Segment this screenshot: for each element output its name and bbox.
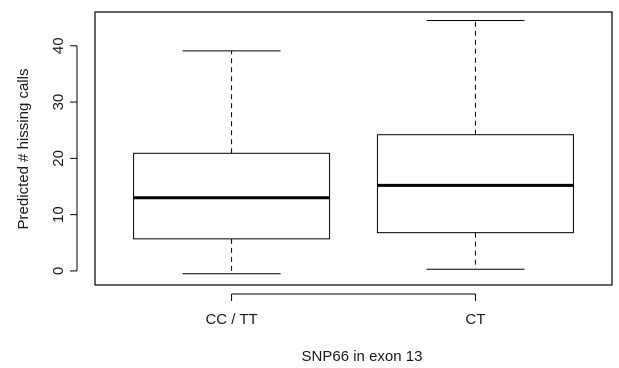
x-axis: CC / TT CT (205, 293, 485, 328)
x-tick-label: CC / TT (205, 311, 257, 328)
boxes (133, 19, 574, 275)
x-axis-label: SNP66 in exon 13 (302, 348, 423, 365)
plot-frame (94, 11, 613, 286)
y-tick-label: 40 (50, 37, 67, 54)
y-tick-label: 10 (50, 206, 67, 223)
y-tick-label: 20 (50, 150, 67, 167)
y-tick-label: 30 (50, 94, 67, 111)
iqr-box (133, 152, 331, 240)
box-2 (376, 19, 574, 270)
iqr-box (376, 134, 574, 234)
y-axis-label: Predicted # hissing calls (15, 69, 32, 230)
x-tick-label: CT (465, 311, 485, 328)
box-1 (133, 50, 331, 275)
y-axis: 0 10 20 30 40 (50, 37, 78, 275)
y-tick-label: 0 (50, 267, 67, 275)
